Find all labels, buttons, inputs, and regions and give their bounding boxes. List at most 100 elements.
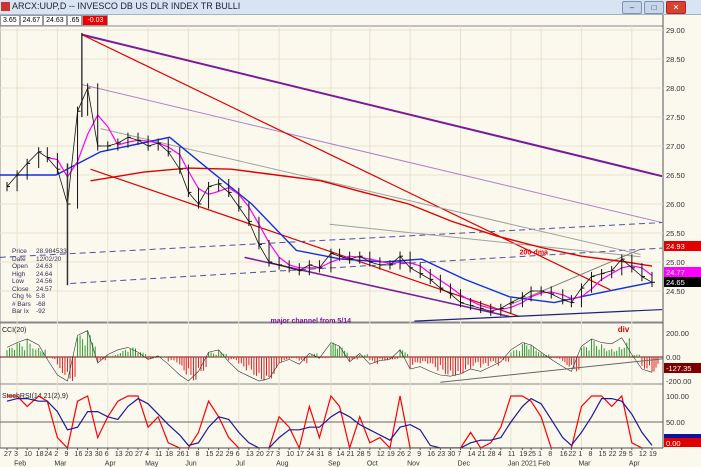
ohlc-infobox: 3.65 24.67 24.63 .65 -0.03 xyxy=(0,15,109,26)
minimize-button[interactable]: – xyxy=(622,1,642,14)
price-segment xyxy=(490,308,501,312)
price-segment xyxy=(349,255,360,260)
x-tick-label: 25 xyxy=(528,451,536,458)
price-segment xyxy=(107,142,118,147)
readout-label: Price xyxy=(12,248,27,255)
x-tick-label: 21 xyxy=(347,451,355,458)
readout-value: 24.64 xyxy=(36,270,53,278)
x-tick-label: 26 xyxy=(397,451,405,458)
price-segment xyxy=(631,267,643,277)
x-tick-label: 6 xyxy=(105,451,109,458)
price-last-value-bg xyxy=(664,277,701,287)
x-tick-label: 9 xyxy=(417,451,421,458)
price-segment xyxy=(389,255,401,266)
price-segment xyxy=(147,142,159,147)
price-tick-label: 25.00 xyxy=(666,258,685,267)
cci-last-value: -127.35 xyxy=(666,364,691,373)
price-segment xyxy=(641,276,653,283)
price-tick-label: 26.50 xyxy=(666,171,685,180)
x-tick-label: 6 xyxy=(236,451,240,458)
cci-last-bg xyxy=(664,363,701,373)
price-segment xyxy=(440,287,451,295)
cci-tick-label: 200.00 xyxy=(666,329,689,338)
x-tick-label: 1 xyxy=(185,451,189,458)
readout-row: Date 12/02/20 xyxy=(12,256,67,264)
price-segment xyxy=(179,169,189,193)
readout-row: Low 24.56 xyxy=(12,278,67,286)
price-segment xyxy=(188,192,199,205)
cci-tick-label: -200.00 xyxy=(666,377,691,386)
stochrsi-title: StochRSI(14,21(2),9) xyxy=(2,393,68,400)
readout-row: Chg % 5.8 xyxy=(12,293,67,301)
x-month-label: Feb xyxy=(538,461,550,467)
x-axis xyxy=(0,448,701,467)
x-tick-label: 21 xyxy=(478,451,486,458)
readout-label: Low xyxy=(12,278,24,285)
ma-200-value: 24.93 xyxy=(666,242,685,251)
trendline xyxy=(329,223,641,258)
stochrsi-tick-label: 50.00 xyxy=(666,418,685,427)
price-segment xyxy=(117,136,129,144)
readout-value: -68 xyxy=(36,300,46,308)
x-tick-label: 30 xyxy=(95,451,103,458)
price-segment xyxy=(238,206,250,222)
readout-label: Bar Ix xyxy=(12,308,29,315)
x-month-label: Apr xyxy=(629,461,641,467)
x-tick-label: 16 xyxy=(75,451,83,458)
price-segment xyxy=(409,267,421,274)
price-segment xyxy=(470,305,481,309)
x-tick-label: 24 xyxy=(44,451,52,458)
price-segment xyxy=(571,287,582,303)
x-tick-label: 8 xyxy=(328,451,332,458)
x-tick-label: 18 xyxy=(36,451,44,458)
x-month-label: Sep xyxy=(328,461,341,467)
price-segment xyxy=(157,142,169,153)
x-tick-label: 29 xyxy=(226,451,234,458)
readout-label: Close xyxy=(12,285,29,293)
title-bar: ARCX:UUP,D -- INVESCO DB US DLR INDEX TR… xyxy=(0,0,701,15)
readout-row: High 24.64 xyxy=(12,271,67,279)
readout-value: 24.57 xyxy=(36,285,53,293)
price-segment xyxy=(339,255,350,260)
info-value: 3.65 xyxy=(0,15,20,26)
cci-line xyxy=(6,330,653,382)
trendline xyxy=(0,222,663,258)
x-tick-label: 2 xyxy=(407,451,411,458)
price-segment xyxy=(127,136,139,141)
x-tick-label: 8 xyxy=(589,451,593,458)
x-tick-label: 5 xyxy=(629,451,633,458)
price-segment xyxy=(248,221,260,245)
x-tick-label: 3 xyxy=(276,451,280,458)
x-tick-label: 10 xyxy=(24,451,32,458)
x-tick-label: 14 xyxy=(337,451,345,458)
window-title: ARCX:UUP,D -- INVESCO DB US DLR INDEX TR… xyxy=(12,1,241,11)
price-segment xyxy=(541,290,552,295)
x-tick-label: 19 xyxy=(649,451,657,458)
price-segment xyxy=(208,183,219,187)
x-tick-label: 23 xyxy=(437,451,445,458)
x-tick-label: 28 xyxy=(357,451,365,458)
x-tick-label: 12 xyxy=(377,451,385,458)
readout-row: Price 28.984533 xyxy=(12,248,67,256)
price-segment xyxy=(551,293,563,301)
price-segment xyxy=(399,255,411,269)
price-segment xyxy=(167,151,181,170)
readout-row: Open 24.63 xyxy=(12,263,67,271)
info-value: 24.63 xyxy=(43,15,67,26)
close-button[interactable]: ✕ xyxy=(666,1,686,14)
maximize-button[interactable]: □ xyxy=(644,1,664,14)
cci-tick-label: 0.00 xyxy=(666,353,681,362)
stochrsi-last-value: 0.00 xyxy=(666,439,681,448)
price-segment xyxy=(77,87,88,112)
price-segment xyxy=(611,258,623,271)
price-segment xyxy=(67,111,78,205)
trendline xyxy=(81,34,611,291)
readout-value: 5.8 xyxy=(36,293,46,300)
price-tick-label: 27.50 xyxy=(666,113,685,122)
stochrsi-signal-line xyxy=(6,397,653,449)
x-tick-label: 22 xyxy=(568,451,576,458)
x-tick-label: 13 xyxy=(246,451,254,458)
x-tick-label: 27 xyxy=(4,451,12,458)
price-segment xyxy=(420,273,431,280)
